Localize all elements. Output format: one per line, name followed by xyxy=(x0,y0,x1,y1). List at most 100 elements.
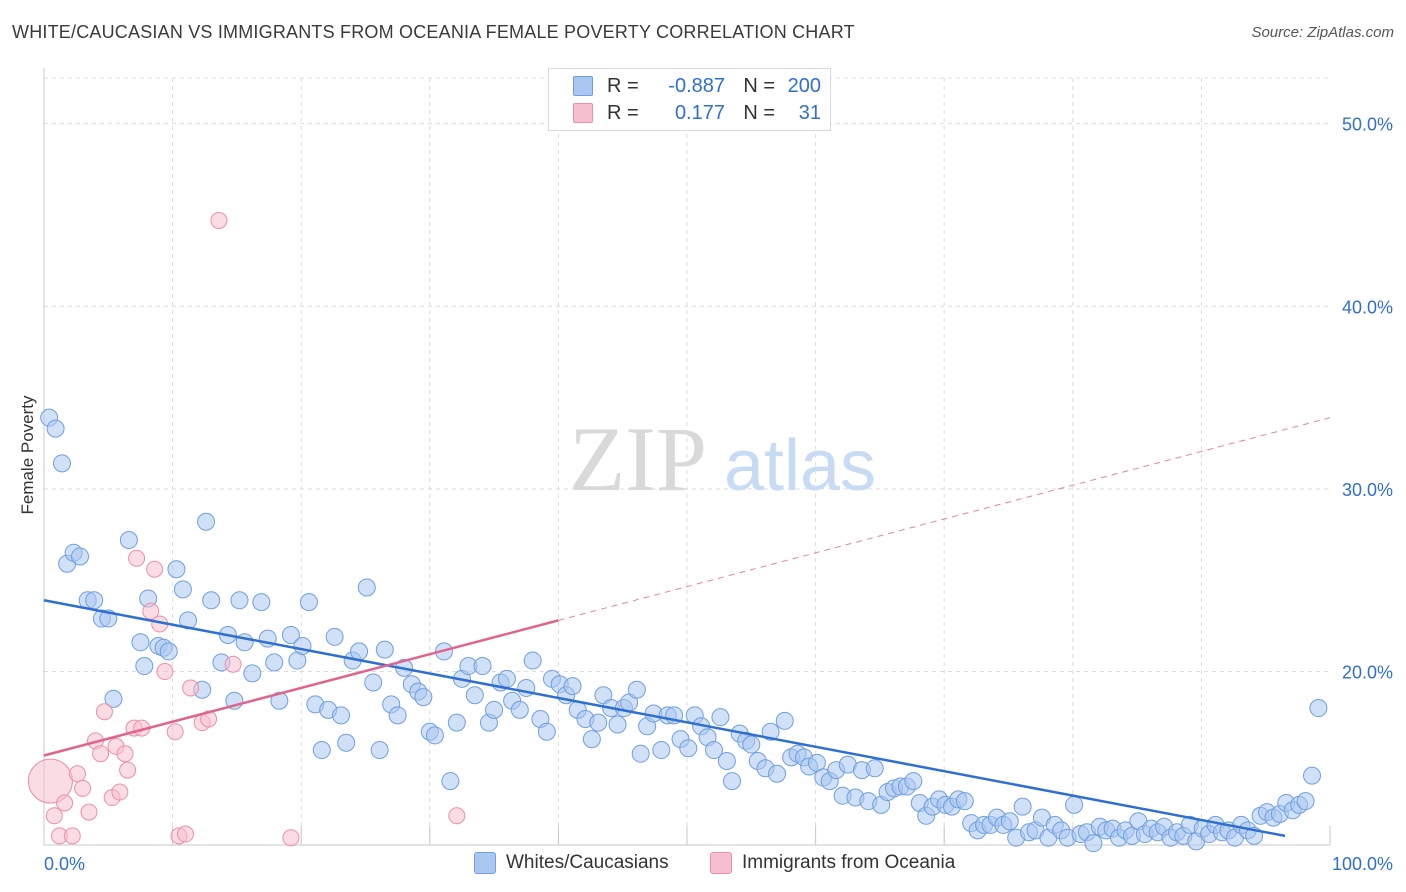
data-point-oceania xyxy=(68,765,86,783)
data-point-whites xyxy=(53,454,72,473)
data-point-whites xyxy=(447,713,466,732)
trend-lines xyxy=(43,417,1331,838)
legend-row-whites: R = -0.887 N = 200 xyxy=(573,75,821,97)
series-oceania-points xyxy=(27,211,466,847)
data-point-oceania xyxy=(27,758,73,804)
legend-r-value: 0.177 xyxy=(674,101,725,124)
data-point-oceania xyxy=(166,723,184,741)
source-label: Source: ZipAtlas.com xyxy=(1251,24,1394,41)
trend-line-oceania-extension xyxy=(558,417,1331,621)
legend-swatch-blue xyxy=(573,76,593,96)
data-point-whites xyxy=(293,636,312,655)
data-point-oceania xyxy=(156,663,174,681)
data-point-oceania xyxy=(111,783,129,801)
data-point-oceania xyxy=(142,602,160,620)
data-point-whites xyxy=(1296,792,1315,811)
data-point-whites xyxy=(537,722,556,741)
legend-r-label: R = xyxy=(607,101,639,124)
data-point-whites xyxy=(173,580,192,599)
data-point-whites xyxy=(1000,812,1019,831)
data-point-oceania xyxy=(116,745,134,763)
trend-line-whites xyxy=(43,599,1286,838)
data-point-whites xyxy=(265,653,284,672)
data-point-whites xyxy=(299,593,318,612)
data-point-whites xyxy=(1084,834,1103,853)
data-point-whites xyxy=(85,591,104,610)
data-point-whites xyxy=(510,700,529,719)
y-tick-label: 30.0% xyxy=(1342,480,1393,500)
data-point-whites xyxy=(563,677,582,696)
data-point-whites xyxy=(1013,797,1032,816)
data-point-oceania xyxy=(56,794,74,812)
x-tick-label: 0.0% xyxy=(44,854,85,874)
bottom-legend-label: Whites/Caucasians xyxy=(506,852,669,873)
data-point-oceania xyxy=(63,827,81,845)
data-point-whites xyxy=(119,531,138,550)
data-point-whites xyxy=(441,772,460,791)
data-point-oceania xyxy=(92,745,110,763)
data-point-whites xyxy=(904,772,923,791)
trend-line-oceania xyxy=(43,619,559,757)
data-point-whites xyxy=(375,640,394,659)
data-point-whites xyxy=(325,627,344,646)
data-point-oceania xyxy=(224,655,242,673)
data-point-whites xyxy=(465,686,484,705)
data-point-whites xyxy=(243,664,262,683)
data-point-whites xyxy=(589,713,608,732)
data-point-whites xyxy=(485,700,504,719)
legend-swatch-pink xyxy=(573,103,593,123)
y-tick-label: 20.0% xyxy=(1342,663,1393,683)
watermark: ZIP atlas xyxy=(569,408,876,510)
watermark-atlas: atlas xyxy=(724,426,876,506)
data-point-whites xyxy=(230,591,249,610)
series-whites-points xyxy=(40,408,1328,853)
data-point-whites xyxy=(370,741,389,760)
data-point-whites xyxy=(281,625,300,644)
tick-labels: 20.0% 30.0% 40.0% 50.0% 0.0% 100.0% xyxy=(44,115,1393,874)
data-point-whites xyxy=(627,680,646,699)
data-point-whites xyxy=(388,706,407,725)
data-point-whites xyxy=(337,733,356,752)
data-point-whites xyxy=(1302,766,1321,785)
y-tick-label: 50.0% xyxy=(1342,115,1393,135)
bottom-legend-swatch-blue xyxy=(474,852,496,874)
data-point-oceania xyxy=(74,779,92,797)
data-point-whites xyxy=(775,711,794,730)
data-point-whites xyxy=(865,759,884,778)
data-point-whites xyxy=(159,642,178,661)
legend-n-label: N = xyxy=(743,74,775,97)
data-point-oceania xyxy=(146,560,164,578)
legend-r-label: R = xyxy=(607,74,639,97)
data-point-whites xyxy=(955,792,974,811)
chart-title: WHITE/CAUCASIAN VS IMMIGRANTS FROM OCEAN… xyxy=(12,22,855,42)
data-point-oceania xyxy=(45,807,63,825)
data-point-whites xyxy=(608,715,627,734)
data-point-whites xyxy=(742,735,761,754)
data-point-whites xyxy=(357,578,376,597)
bottom-legend-oceania: Immigrants from Oceania xyxy=(710,852,955,874)
data-point-whites xyxy=(270,691,289,710)
data-point-whites xyxy=(761,722,780,741)
data-point-whites xyxy=(46,419,65,438)
data-point-whites xyxy=(705,741,724,760)
legend-r-value: -0.887 xyxy=(668,74,725,97)
data-point-whites xyxy=(582,730,601,749)
data-point-whites xyxy=(332,706,351,725)
data-point-whites xyxy=(1065,795,1084,814)
legend-n-label: N = xyxy=(743,101,775,124)
data-point-oceania xyxy=(95,703,113,721)
data-point-whites xyxy=(197,512,216,531)
data-point-oceania xyxy=(119,761,137,779)
data-point-whites xyxy=(711,708,730,727)
data-point-whites xyxy=(135,657,154,676)
data-point-oceania xyxy=(182,679,200,697)
data-point-whites xyxy=(425,726,444,745)
legend-n-value: 200 xyxy=(787,74,821,97)
bottom-legend-swatch-pink xyxy=(710,852,732,874)
data-point-whites xyxy=(414,688,433,707)
bottom-legend-whites: Whites/Caucasians xyxy=(474,852,669,874)
legend: R = -0.887 N = 200 R = 0.177 N = 31 xyxy=(548,68,831,131)
data-point-oceania xyxy=(282,829,300,847)
data-point-whites xyxy=(71,547,90,566)
